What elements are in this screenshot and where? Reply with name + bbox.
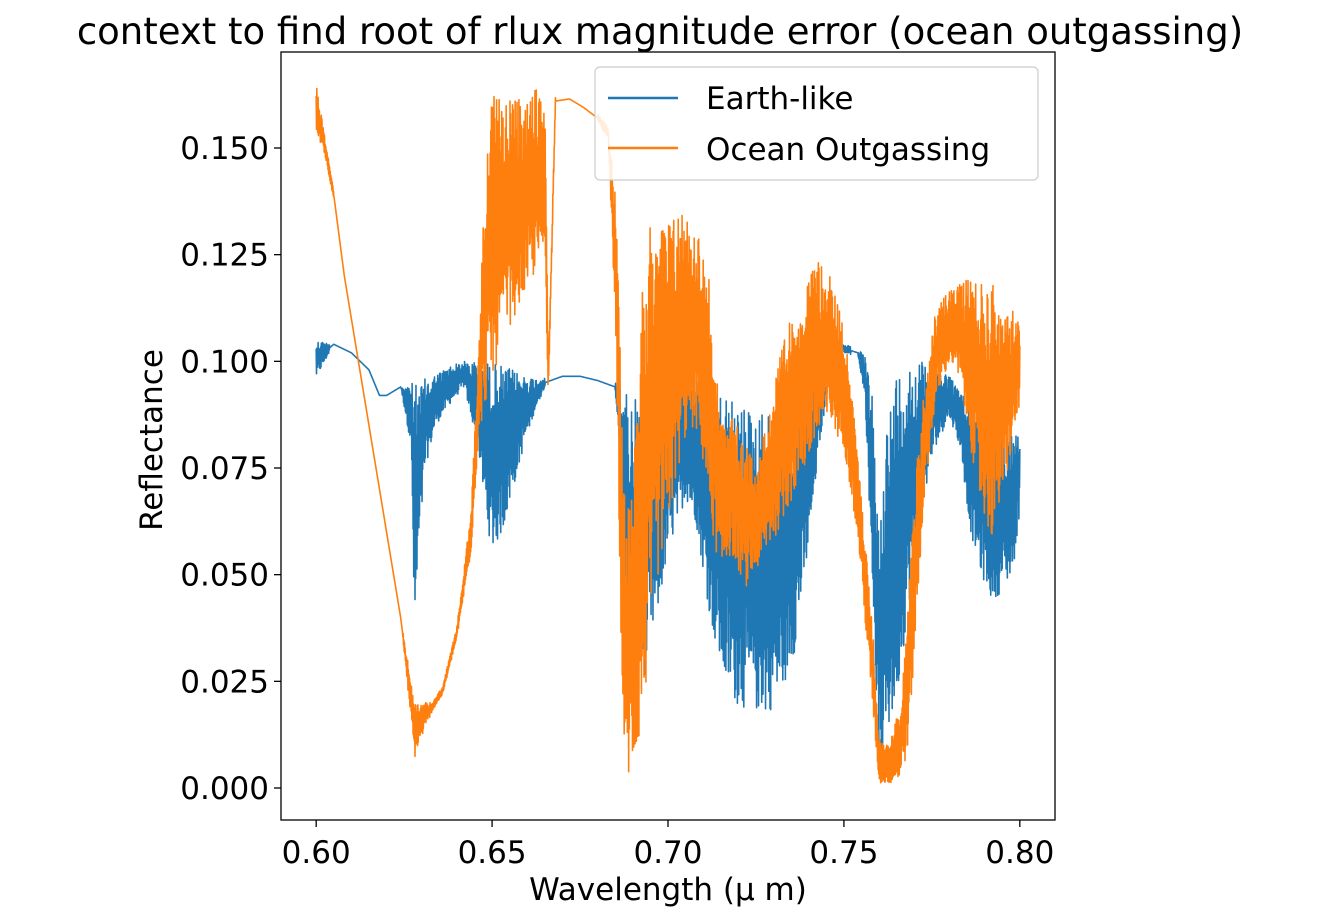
legend: Earth-like Ocean Outgassing bbox=[594, 66, 1039, 181]
x-axis: 0.60 0.65 0.70 0.75 0.80 bbox=[282, 820, 1054, 871]
y-axis-label: Reflectance bbox=[134, 349, 170, 531]
legend-label-earth-like: Earth-like bbox=[706, 81, 853, 117]
legend-box bbox=[594, 66, 1039, 181]
chart-title: context to find root of rlux magnitude e… bbox=[77, 10, 1243, 53]
y-tick-label: 0.000 bbox=[180, 771, 269, 807]
y-tick-label: 0.075 bbox=[180, 451, 269, 487]
y-tick-label: 0.050 bbox=[180, 558, 269, 594]
x-tick-label: 0.70 bbox=[633, 835, 702, 871]
x-axis-label: Wavelength (μ m) bbox=[529, 872, 807, 908]
series-line-ocean-outgassing bbox=[315, 87, 1021, 784]
x-tick-label: 0.75 bbox=[809, 835, 878, 871]
series-layer bbox=[315, 87, 1021, 784]
x-tick-label: 0.60 bbox=[282, 835, 351, 871]
y-axis: 0.000 0.025 0.050 0.075 0.100 0.125 0.150 bbox=[180, 131, 281, 807]
y-tick-label: 0.150 bbox=[180, 131, 269, 167]
y-tick-label: 0.125 bbox=[180, 238, 269, 274]
x-tick-label: 0.65 bbox=[458, 835, 527, 871]
y-tick-label: 0.025 bbox=[180, 664, 269, 700]
x-tick-label: 0.80 bbox=[985, 835, 1054, 871]
legend-label-ocean-outgassing: Ocean Outgassing bbox=[706, 132, 990, 168]
y-tick-label: 0.100 bbox=[180, 344, 269, 380]
